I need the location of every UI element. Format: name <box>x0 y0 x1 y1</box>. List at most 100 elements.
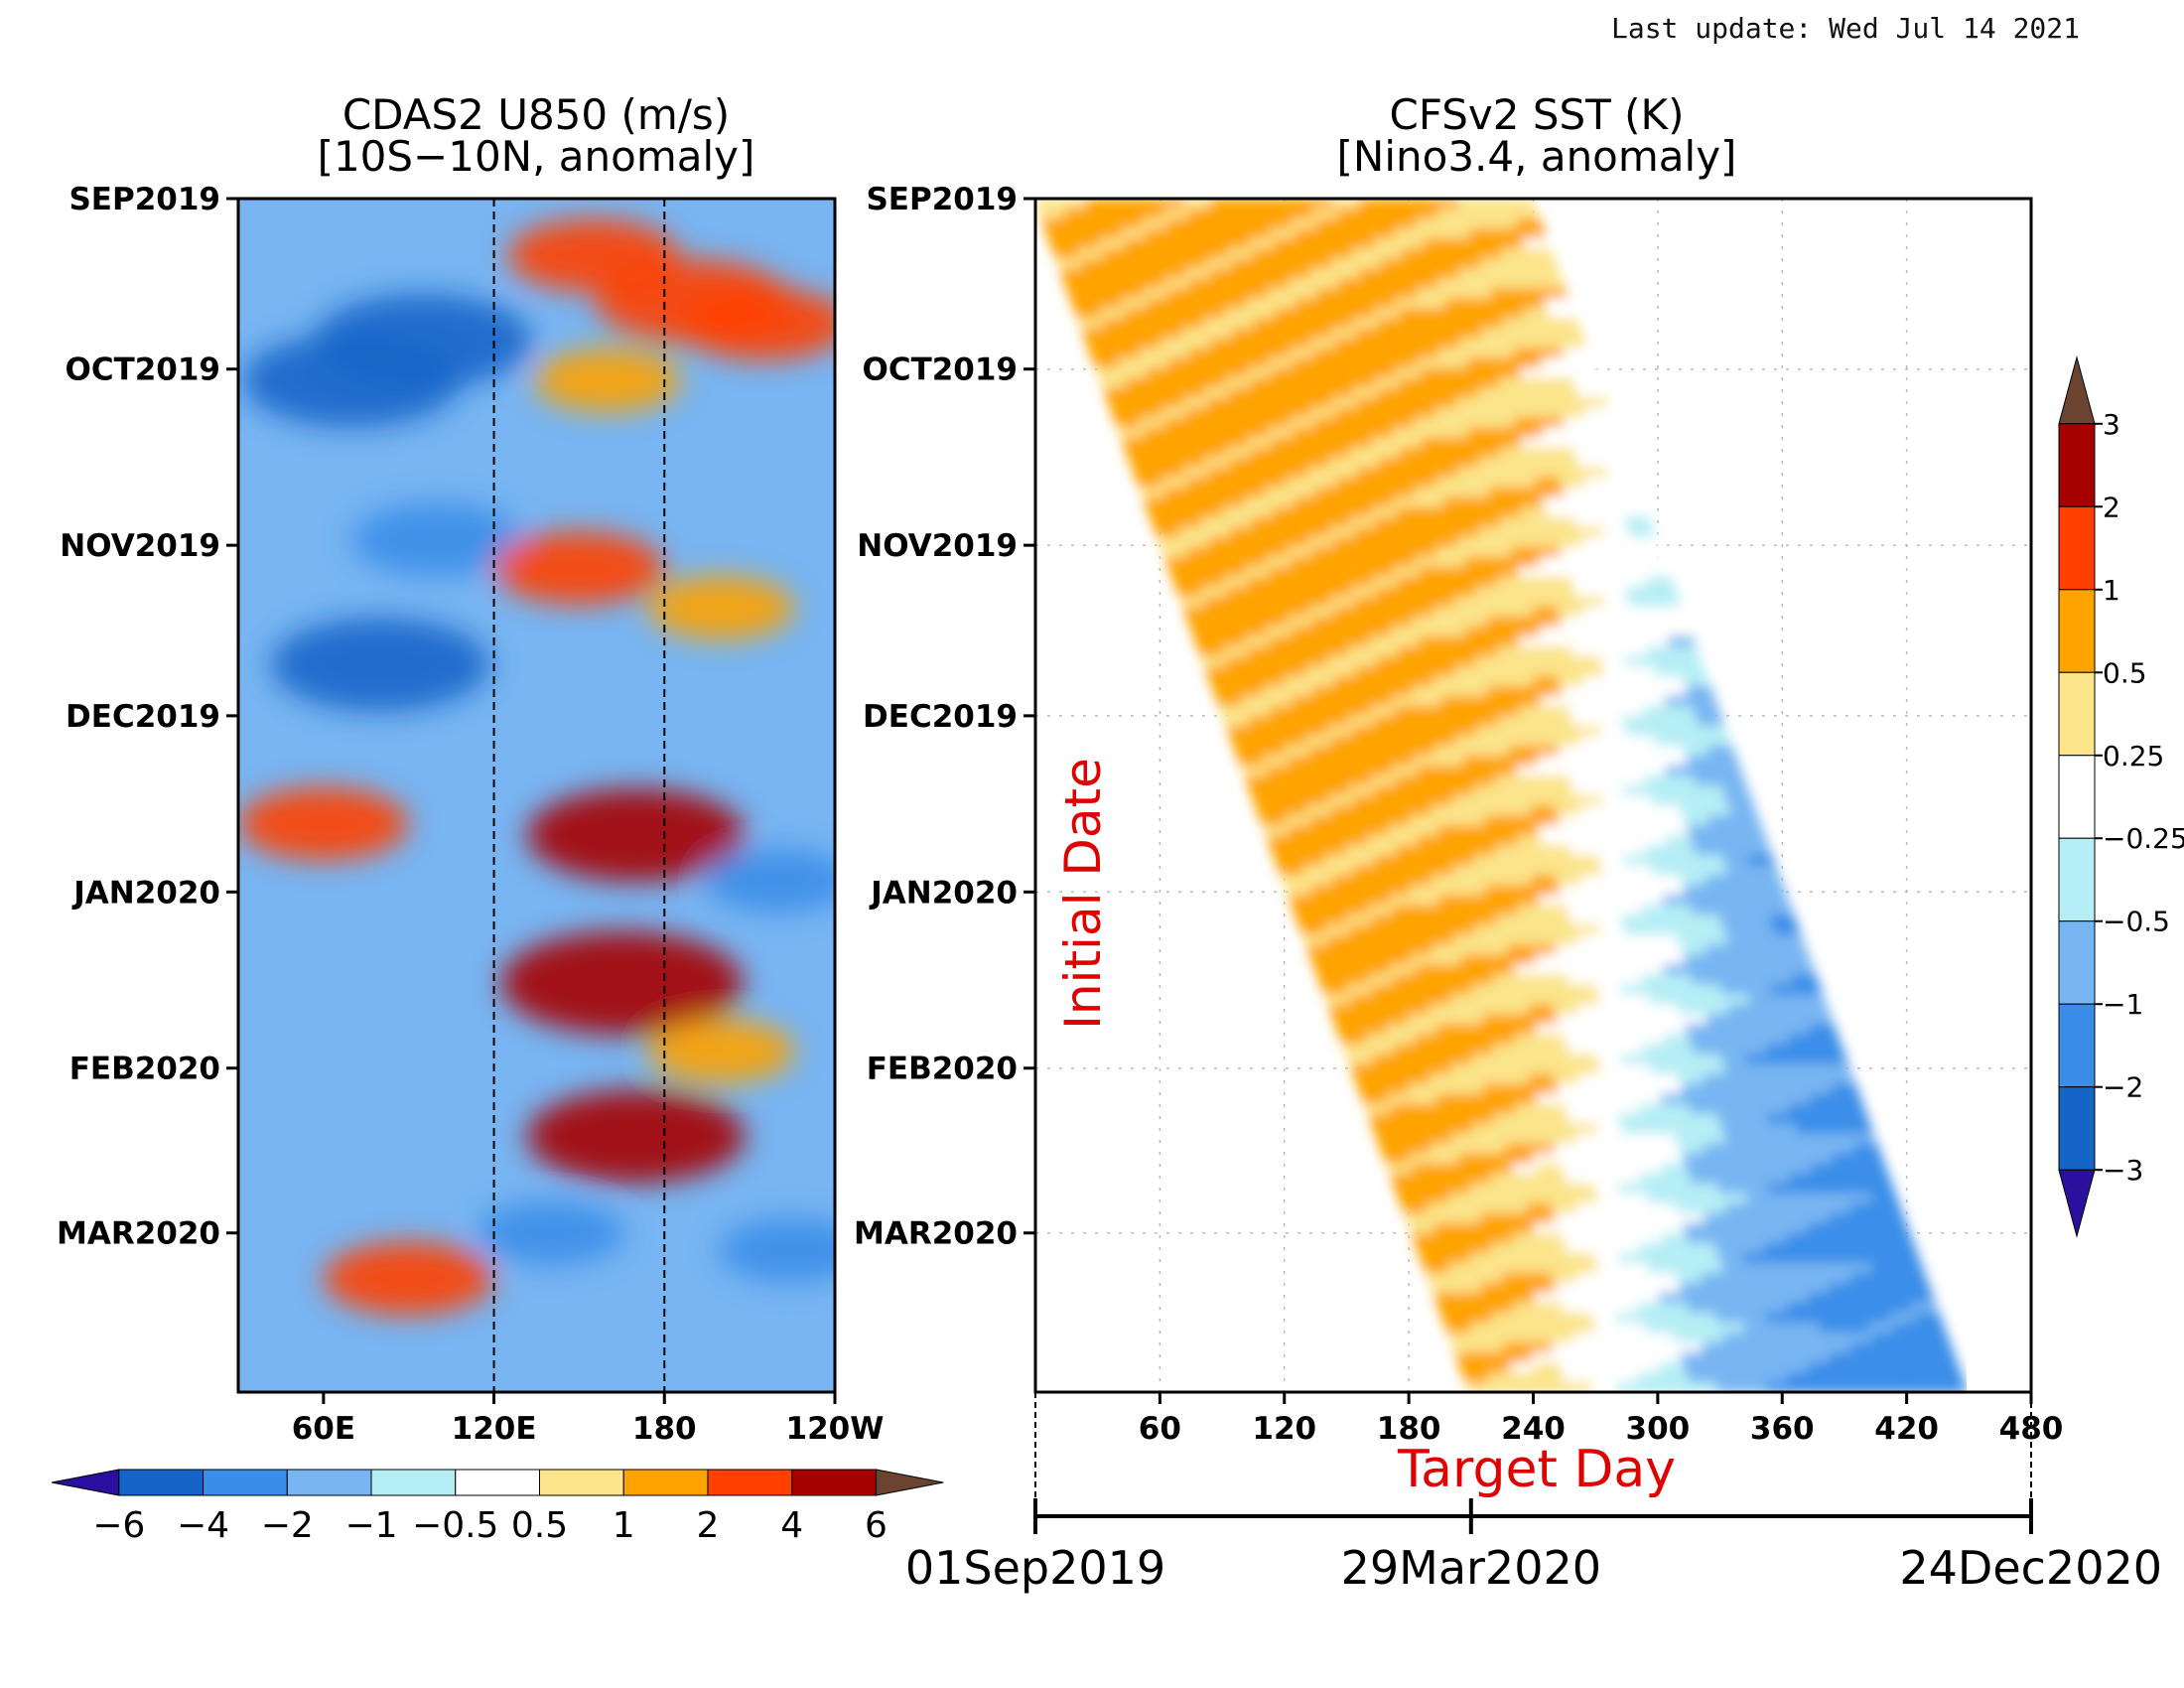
sst-forecast-cell <box>1784 1024 1811 1036</box>
sst-forecast-cell <box>1757 1153 1784 1165</box>
sst-forecast-cell <box>1867 1252 1895 1264</box>
sst-forecast-cell <box>1341 765 1368 776</box>
sst-forecast-cell <box>1293 835 1319 847</box>
sst-forecast-cell <box>1238 685 1265 697</box>
sst-forecast-cell <box>1124 238 1151 250</box>
sst-forecast-cell <box>1488 348 1515 359</box>
sst-forecast-cell <box>1365 556 1392 568</box>
sst-forecast-cell <box>1671 1054 1698 1065</box>
sst-forecast-cell <box>1624 586 1652 598</box>
sst-forecast-cell <box>1323 784 1351 796</box>
sst-forecast-cell <box>1286 885 1312 897</box>
sst-forecast-cell <box>1715 1312 1742 1324</box>
sst-forecast-cell <box>1459 815 1486 827</box>
sst-forecast-cell <box>1636 1232 1664 1244</box>
sst-forecast-cell <box>1672 715 1699 727</box>
sst-forecast-cell <box>1559 815 1585 827</box>
sst-forecast-cell <box>1217 288 1244 300</box>
sst-forecast-cell <box>1313 755 1340 767</box>
sst-forecast-cell <box>1212 616 1239 628</box>
sst-forecast-cell <box>1833 1292 1859 1304</box>
sst-forecast-cell <box>1482 606 1509 618</box>
sst-forecast-cell <box>1442 427 1469 439</box>
sst-forecast-cell <box>1542 427 1569 439</box>
sst-forecast-cell <box>1715 1381 1742 1392</box>
sst-forecast-cell <box>1664 626 1691 637</box>
sst-forecast-cell <box>1436 1163 1463 1175</box>
sst-forecast-cell <box>1534 745 1561 757</box>
sst-title: CFSv2 SST (K) <box>1390 90 1685 139</box>
sst-forecast-cell <box>1750 1272 1777 1284</box>
sst-forecast-cell <box>1442 974 1469 986</box>
sst-forecast-cell <box>1504 665 1531 677</box>
sst-forecast-cell <box>1184 199 1211 211</box>
sst-forecast-cell <box>1763 1034 1790 1046</box>
sst-forecast-cell <box>1481 1351 1508 1363</box>
sst-forecast-cell <box>1257 805 1284 817</box>
sst-forecast-cell <box>1498 1262 1525 1274</box>
sst-forecast-cell <box>1348 238 1375 250</box>
sst-forecast-cell <box>1882 1222 1909 1234</box>
sst-forecast-cell <box>1688 895 1714 907</box>
sst-forecast-cell <box>1264 348 1291 359</box>
sst-forecast-cell <box>1796 1123 1823 1135</box>
sst-forecast-cell <box>1491 1312 1518 1324</box>
sst-forecast-cell <box>1304 596 1331 608</box>
sst-forecast-cell <box>1654 1212 1681 1224</box>
sst-forecast-cell <box>1549 377 1575 389</box>
sst-forecast-cell <box>1900 1272 1927 1284</box>
sst-forecast-cell <box>1424 377 1450 389</box>
sst-forecast-cell <box>1480 805 1507 817</box>
sst-forecast-cell <box>1589 695 1617 707</box>
sst-forecast-cell <box>1500 516 1527 528</box>
sst-colorbar-swatch <box>2058 837 2096 922</box>
sst-forecast-cell <box>1714 1242 1741 1254</box>
sst-forecast-cell <box>1879 1351 1906 1363</box>
sst-forecast-cell <box>1086 338 1113 350</box>
sst-forecast-cell <box>1093 357 1120 369</box>
sst-forecast-cell <box>1618 635 1645 647</box>
sst-forecast-cell <box>1676 795 1703 807</box>
sst-forecast-cell <box>1422 506 1448 518</box>
sst-forecast-cell <box>1826 1272 1852 1284</box>
sst-forecast-cell <box>1585 1093 1612 1105</box>
sst-forecast-cell <box>1434 885 1461 897</box>
sst-forecast-cell <box>1678 1004 1705 1016</box>
sst-forecast-cell <box>1245 705 1272 717</box>
sst-forecast-cell <box>1461 1093 1488 1105</box>
sst-forecast-cell <box>1699 994 1725 1006</box>
sst-forecast-cell <box>1259 606 1286 618</box>
sst-forecast-cell <box>1356 805 1383 817</box>
sst-forecast-cell <box>1366 695 1393 707</box>
sst-forecast-cell <box>1418 427 1444 439</box>
u850-panel: CDAS2 U850 (m/s) [10S−10N, anomaly] SEP2… <box>51 90 944 1546</box>
sst-forecast-cell <box>1268 835 1295 847</box>
sst-forecast-cell <box>1813 1034 1840 1046</box>
sst-forecast-cell <box>1362 616 1389 628</box>
sst-forecast-cell <box>1200 377 1227 389</box>
sst-forecast-cell <box>1615 1173 1642 1185</box>
sst-forecast-cell <box>1525 586 1552 598</box>
sst-forecast-cell <box>1117 218 1144 230</box>
sst-forecast-cell <box>1658 745 1685 757</box>
sst-forecast-cell <box>1505 1212 1532 1224</box>
sst-forecast-cell <box>1342 905 1369 916</box>
sst-forecast-cell <box>1454 1143 1481 1155</box>
sst-forecast-cell <box>1904 1282 1931 1294</box>
sst-forecast-cell <box>1586 685 1613 697</box>
sst-forecast-cell <box>1527 387 1554 399</box>
sst-forecast-cell <box>1237 546 1264 558</box>
sst-forecast-cell <box>1633 815 1660 827</box>
sst-forecast-cell <box>1509 1292 1536 1304</box>
sst-forecast-cell <box>1608 1292 1635 1304</box>
sst-forecast-cell <box>1734 954 1761 966</box>
sst-forecast-cell <box>1456 944 1483 956</box>
sst-forecast-cell <box>1433 536 1459 548</box>
sst-colorbar-label: 0.25 <box>2103 740 2164 773</box>
sst-forecast-cell <box>1230 596 1257 608</box>
sst-forecast-cell <box>1294 496 1320 508</box>
sst-forecast-cell <box>1242 357 1270 369</box>
sst-forecast-cell <box>1160 407 1188 419</box>
sst-forecast-cell <box>1643 705 1670 717</box>
sst-forecast-cell <box>1473 855 1501 867</box>
